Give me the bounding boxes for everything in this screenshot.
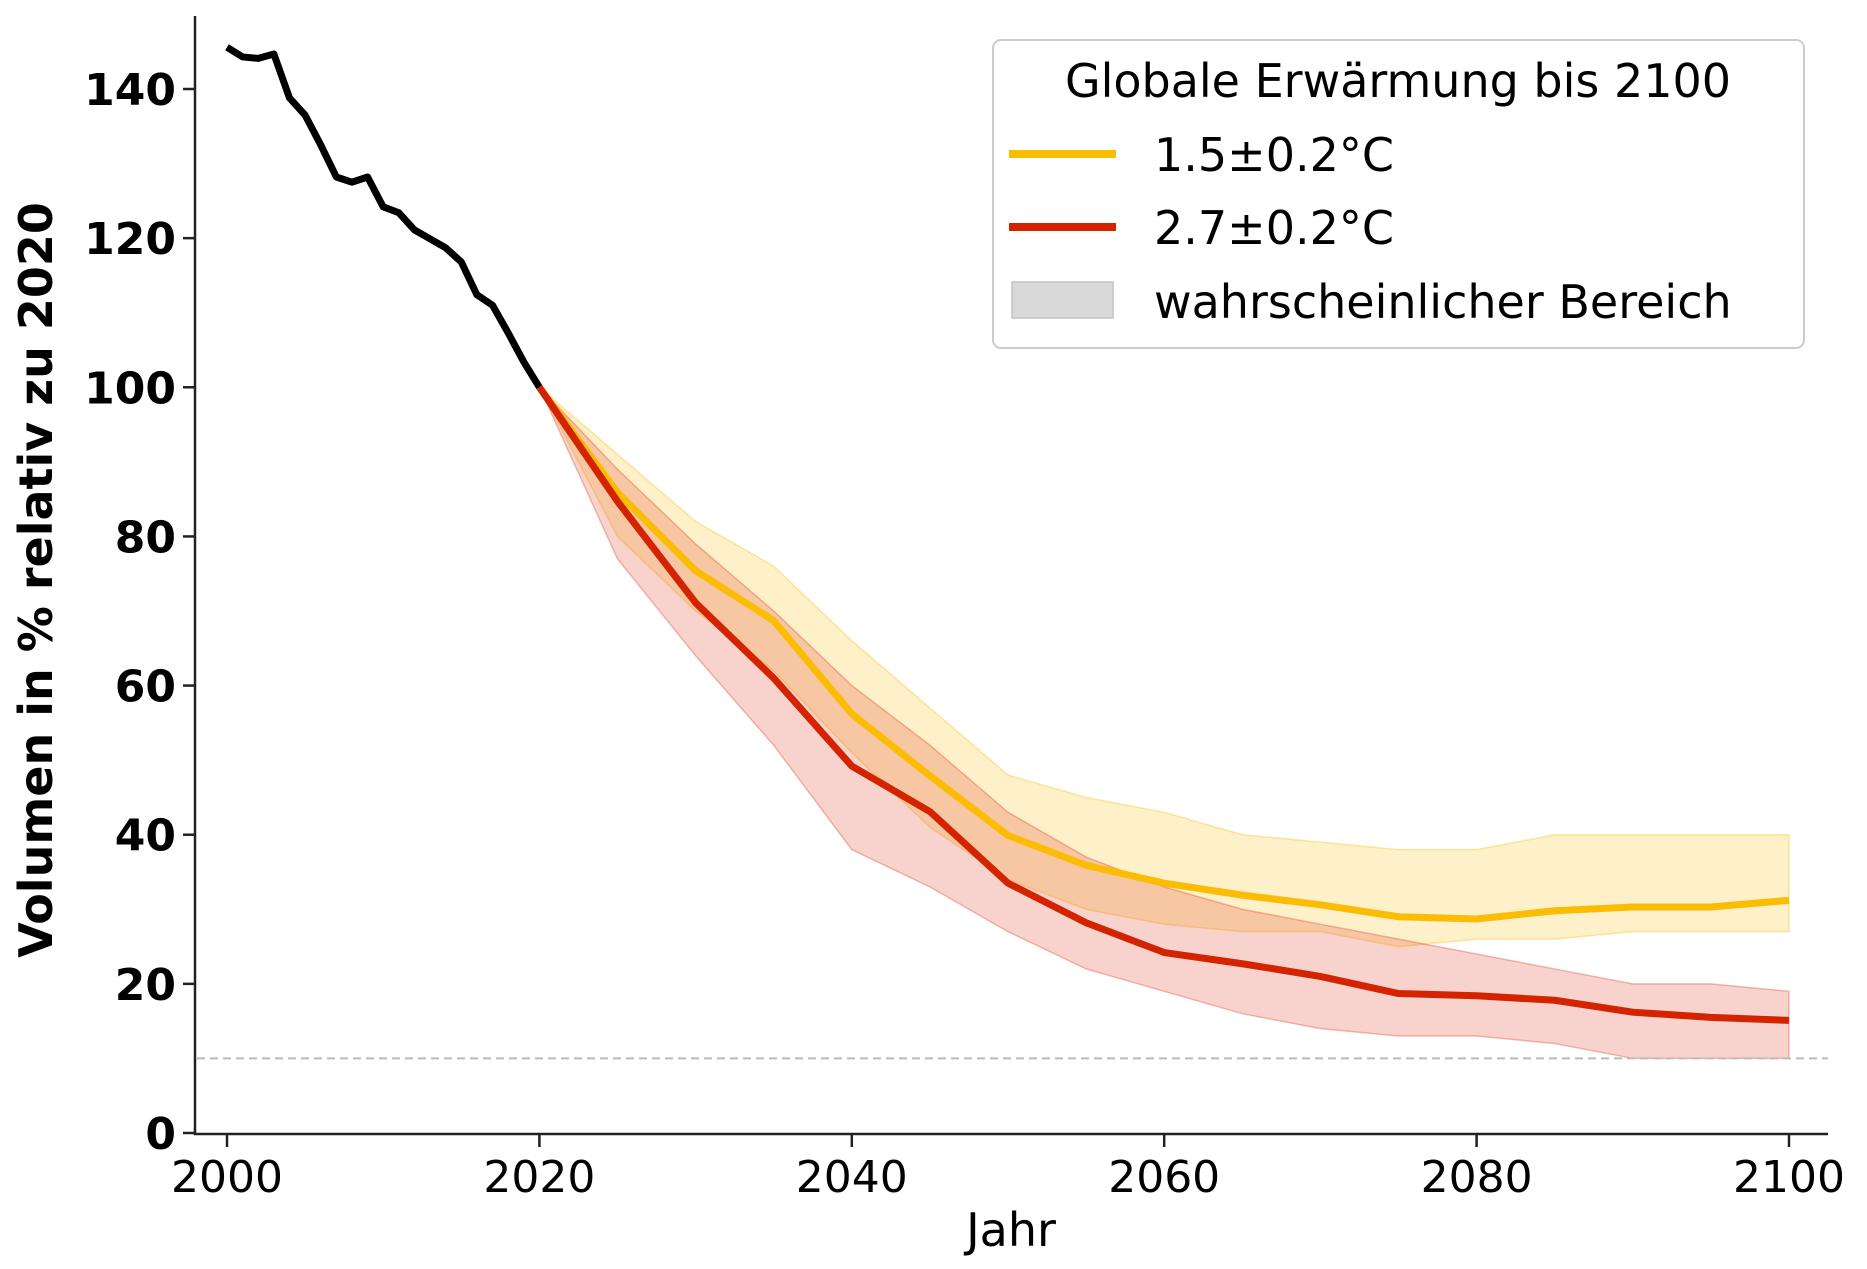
- y-tick-label: 20: [115, 960, 176, 1011]
- x-tick-label: 2020: [483, 1152, 595, 1203]
- legend-label-range: wahrscheinlicher Bereich: [1154, 275, 1732, 329]
- line-2-7: [536, 385, 1790, 1024]
- y-ticks: 0 20 40 60 80 100 120 140: [84, 65, 195, 1160]
- band-2-7: [538, 386, 1790, 1060]
- y-axis-label: Volumen in % relativ zu 2020: [9, 202, 63, 958]
- legend-swatch-range: [1011, 281, 1114, 319]
- y-tick-label: 40: [115, 811, 176, 862]
- legend: Globale Erwärmung bis 2100 1.5±0.2°C 2.7…: [992, 39, 1805, 349]
- legend-title: Globale Erwärmung bis 2100: [1065, 54, 1731, 108]
- legend-label-1-5: 1.5±0.2°C: [1154, 128, 1394, 182]
- x-tick-label: 2060: [1108, 1152, 1220, 1203]
- legend-label-2-7: 2.7±0.2°C: [1154, 201, 1394, 255]
- line-historical: [225, 44, 543, 390]
- line-1-5: [536, 385, 1790, 923]
- band-1-5: [538, 386, 1790, 948]
- x-tick-label: 2080: [1421, 1152, 1533, 1203]
- legend-frame: [992, 39, 1805, 349]
- uncertainty-bands: [538, 386, 1790, 1060]
- y-tick-label: 80: [115, 512, 176, 563]
- series-lines: [225, 44, 1790, 1024]
- x-ticks: 2000 2020 2040 2060 2080 2100: [171, 1134, 1845, 1203]
- y-tick-label: 100: [84, 363, 176, 414]
- x-axis-label: Jahr: [963, 1203, 1056, 1257]
- x-tick-label: 2040: [796, 1152, 908, 1203]
- x-tick-label: 2000: [171, 1152, 283, 1203]
- y-tick-label: 120: [84, 214, 176, 265]
- y-tick-label: 0: [145, 1109, 176, 1160]
- y-tick-label: 60: [115, 662, 176, 713]
- x-tick-label: 2100: [1733, 1152, 1845, 1203]
- y-tick-label: 140: [84, 65, 176, 116]
